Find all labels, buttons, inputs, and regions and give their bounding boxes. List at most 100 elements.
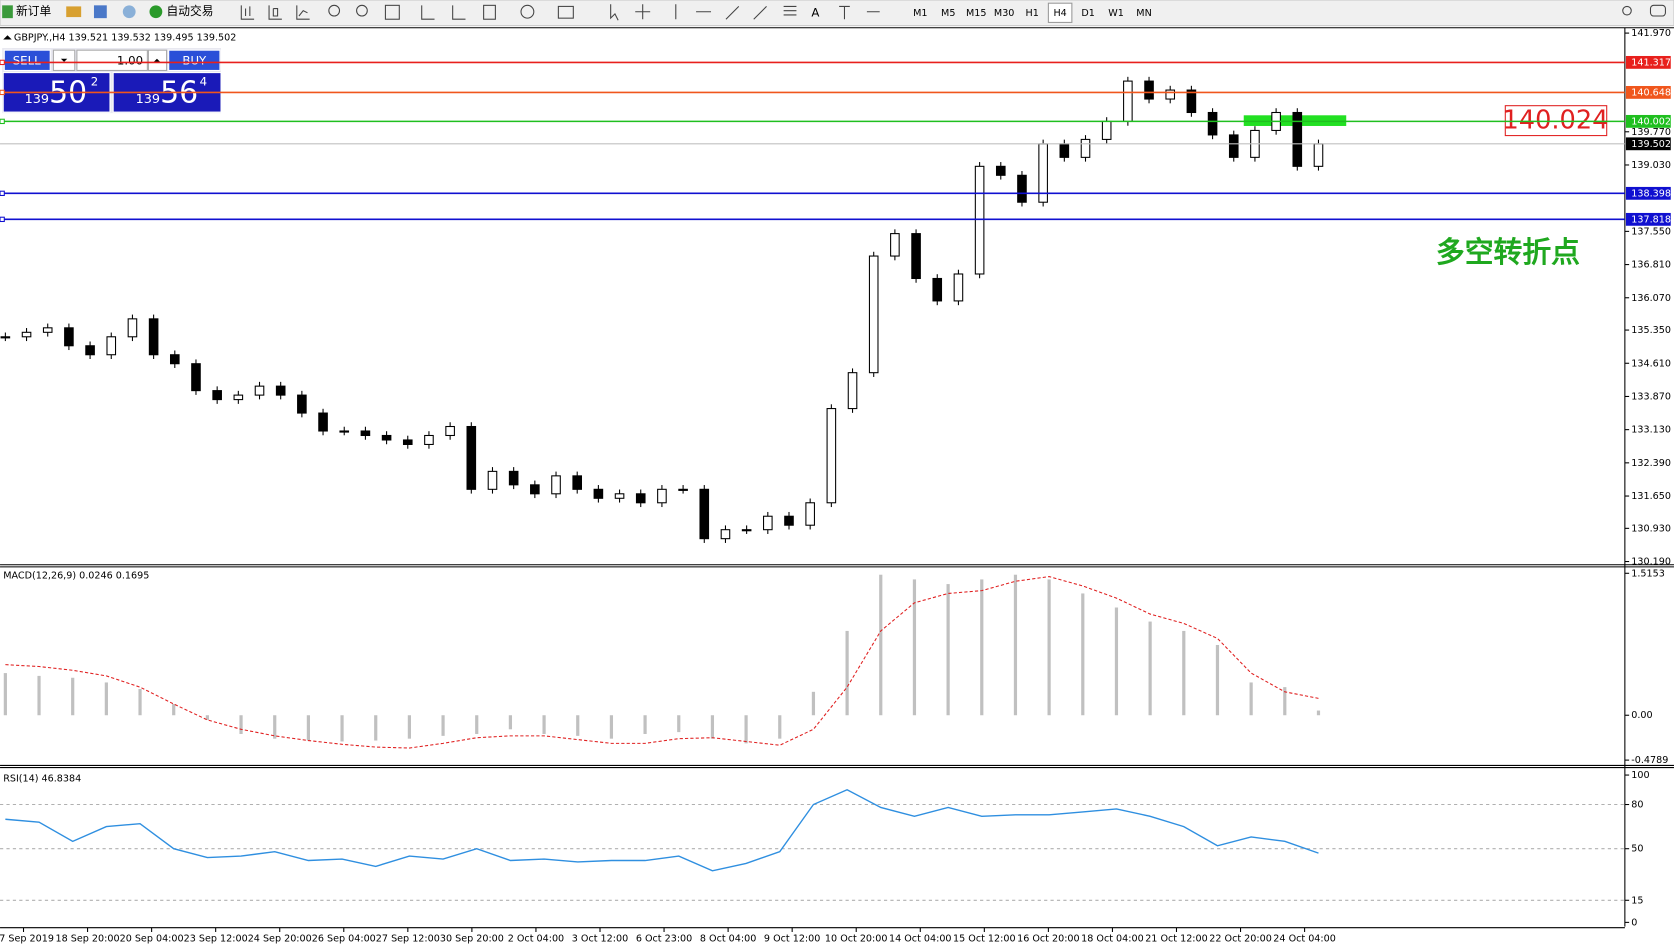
candle	[572, 475, 583, 490]
x-tick-label: 9 Oct 12:00	[764, 933, 820, 944]
level-label: 137.818	[1631, 214, 1671, 225]
search-icon[interactable]	[1622, 5, 1632, 16]
chat-icon[interactable]	[1649, 4, 1666, 17]
icon[interactable]	[296, 5, 310, 20]
y-tick-label: 131.650	[1631, 491, 1671, 502]
timeframe[interactable]: M30	[994, 8, 1014, 19]
icon[interactable]	[66, 6, 82, 18]
candle	[148, 318, 159, 356]
x-tick-label: 27 Sep 12:00	[376, 933, 440, 944]
candle	[360, 430, 371, 437]
candle	[339, 430, 350, 433]
icon[interactable]	[268, 5, 282, 20]
ask-small[interactable]: 4	[200, 75, 207, 89]
candle	[741, 529, 752, 532]
y-tick-label: 136.070	[1631, 293, 1671, 304]
icon[interactable]	[610, 4, 619, 21]
lots[interactable]: 1.00	[117, 53, 143, 67]
candle	[1165, 89, 1176, 100]
bid-big[interactable]: 139	[25, 92, 49, 107]
candle	[424, 434, 434, 445]
macd-bar	[205, 715, 209, 720]
timeframe[interactable]: MN	[1136, 8, 1151, 19]
timeframe[interactable]: M5	[941, 8, 955, 19]
bid-small[interactable]: 2	[91, 75, 98, 89]
timeframe[interactable]: H1	[1025, 8, 1038, 19]
candle	[826, 408, 837, 504]
macd-bar	[138, 689, 142, 716]
x-tick-label: 3 Oct 12:00	[572, 933, 628, 944]
macd-bar	[1249, 682, 1253, 716]
x-tick-label: 20 Sep 04:00	[120, 933, 184, 944]
macd-bar	[508, 715, 513, 730]
auto-trading[interactable]: 自动交易	[167, 4, 214, 18]
candle	[169, 354, 180, 365]
x-tick-label: 30 Sep 20:00	[440, 933, 504, 944]
rsi-line	[5, 789, 1319, 872]
timeframe[interactable]: W1	[1108, 8, 1124, 19]
toolbar-icons	[240, 4, 1666, 21]
auto-trading-icon[interactable]	[149, 5, 163, 19]
collapse-icon[interactable]	[3, 35, 12, 40]
icon[interactable]	[93, 5, 107, 19]
macd-bar	[475, 715, 479, 734]
level-handle	[0, 216, 5, 223]
icon[interactable]	[557, 5, 574, 19]
candle	[212, 390, 222, 401]
level-box	[1625, 55, 1671, 69]
candle	[1080, 138, 1091, 158]
macd-bar	[1047, 579, 1051, 716]
candle	[21, 331, 32, 338]
icon[interactable]	[483, 4, 496, 20]
icon[interactable]	[356, 4, 368, 17]
lots-field[interactable]	[76, 49, 148, 71]
macd-bar	[374, 715, 378, 741]
candle	[85, 345, 95, 356]
icon[interactable]	[520, 4, 535, 19]
icon[interactable]	[328, 4, 341, 17]
candle	[487, 470, 498, 490]
candle	[1123, 80, 1133, 123]
icon[interactable]	[122, 5, 136, 19]
y-tick-label: 139.770	[1631, 127, 1671, 138]
macd-bar	[1283, 687, 1287, 716]
candle	[593, 488, 604, 499]
timeframe[interactable]: M15	[966, 8, 987, 19]
x-tick-label: 8 Oct 04:00	[700, 933, 756, 944]
y-tick-label: 0.00	[1631, 710, 1652, 721]
macd-bar	[1316, 710, 1321, 716]
new-order-icon[interactable]	[2, 5, 13, 19]
icon[interactable]	[421, 5, 466, 20]
macd-bar	[1013, 574, 1018, 716]
buy-label[interactable]: BUY	[182, 53, 207, 67]
level-handle	[0, 59, 5, 66]
timeframe[interactable]: M1	[913, 8, 927, 19]
y-tick-label: 132.390	[1631, 458, 1671, 469]
candle	[466, 425, 477, 490]
macd-bar	[1081, 593, 1085, 716]
macd-bar	[306, 715, 310, 741]
candle	[106, 336, 117, 356]
timeframe[interactable]: D1	[1081, 8, 1095, 19]
y-tick-label: 80	[1631, 800, 1643, 811]
icon[interactable]	[240, 5, 255, 20]
x-tick-label: 23 Sep 12:00	[184, 933, 248, 944]
text-tool[interactable]: A	[811, 5, 819, 19]
macd-bar	[37, 675, 41, 716]
rsi-label: RSI(14) 46.8384	[3, 773, 81, 784]
icon[interactable]	[384, 4, 400, 20]
new-order[interactable]: 新订单	[16, 4, 51, 18]
timeframe[interactable]: H4	[1053, 8, 1066, 19]
macd-bar	[172, 704, 176, 716]
ask-big[interactable]: 139	[136, 92, 160, 107]
icon[interactable]	[635, 4, 880, 20]
current-price-box	[1625, 137, 1671, 151]
candle	[720, 529, 731, 540]
candle	[445, 425, 455, 437]
buy-button[interactable]	[168, 49, 221, 71]
candle	[0, 336, 11, 339]
sell-label[interactable]: SELL	[13, 53, 41, 67]
candle	[974, 165, 985, 275]
candle	[275, 385, 286, 396]
